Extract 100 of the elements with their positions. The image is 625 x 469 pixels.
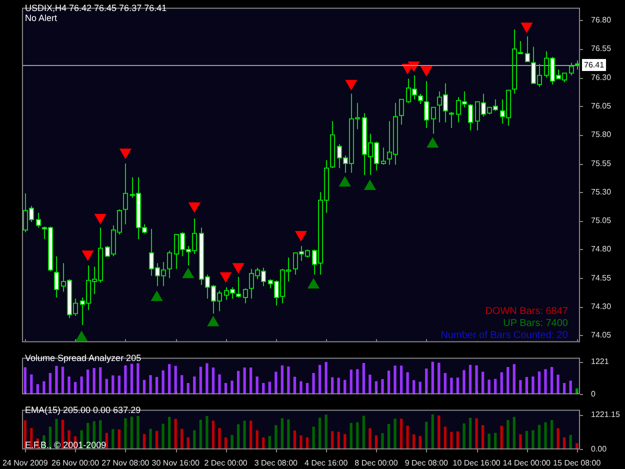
y-tick-label: 1221.15 bbox=[591, 410, 620, 419]
x-tick-label: 2 Dec 00:00 bbox=[204, 458, 248, 468]
bar bbox=[400, 366, 403, 394]
x-tick-label: 15 Dec 08:00 bbox=[553, 458, 602, 468]
x-tick-label: 14 Dec 00:00 bbox=[502, 458, 552, 468]
ref-line-label: 76.41 bbox=[584, 60, 605, 70]
bar bbox=[431, 414, 434, 450]
y-tick-label: 76.80 bbox=[591, 16, 612, 25]
y-tick-label: 74.30 bbox=[591, 302, 612, 311]
point bbox=[120, 148, 132, 159]
y-tick-label: 0 bbox=[591, 389, 596, 398]
bar bbox=[362, 416, 366, 450]
y-tick-label: 76.55 bbox=[591, 44, 612, 54]
bar bbox=[406, 372, 409, 394]
bar bbox=[350, 422, 352, 450]
bar bbox=[199, 420, 202, 450]
bar bbox=[544, 369, 547, 394]
bar bbox=[532, 430, 534, 450]
point bbox=[94, 214, 106, 224]
bar bbox=[318, 418, 322, 450]
candlestick bbox=[123, 163, 128, 225]
bar bbox=[274, 372, 278, 394]
bar bbox=[230, 434, 234, 450]
bar bbox=[475, 418, 478, 450]
bar bbox=[206, 416, 208, 450]
bar bbox=[86, 370, 90, 394]
bar bbox=[149, 428, 152, 450]
bar bbox=[312, 373, 315, 394]
bar bbox=[162, 370, 164, 394]
bar bbox=[287, 366, 290, 394]
bar bbox=[149, 375, 152, 394]
x-tick-label: 8 Dec 00:00 bbox=[354, 458, 398, 468]
bar bbox=[280, 365, 284, 394]
bar bbox=[556, 428, 560, 450]
bar bbox=[519, 434, 522, 450]
bar bbox=[318, 364, 322, 394]
bar bbox=[538, 424, 541, 450]
bar bbox=[243, 367, 246, 394]
candlestick bbox=[431, 106, 436, 134]
bar bbox=[324, 414, 328, 450]
bar bbox=[293, 430, 296, 450]
bar bbox=[212, 367, 215, 394]
x-tick-label: 4 Dec 16:00 bbox=[304, 458, 348, 468]
bar bbox=[438, 415, 440, 450]
point bbox=[521, 22, 532, 33]
bar bbox=[112, 429, 114, 450]
bar bbox=[462, 423, 466, 450]
bar bbox=[425, 422, 428, 450]
candlestick bbox=[167, 250, 172, 279]
chart-title: USDIX,H4 76.42 76.45 76.37 76.41 bbox=[25, 3, 167, 14]
bar bbox=[506, 366, 510, 394]
bar bbox=[350, 370, 352, 394]
bar bbox=[512, 364, 516, 394]
x-tick-label: 9 Dec 08:00 bbox=[404, 458, 449, 468]
bar bbox=[450, 432, 453, 450]
bar bbox=[512, 416, 516, 450]
bar bbox=[362, 363, 366, 394]
point bbox=[188, 202, 200, 212]
bar bbox=[462, 370, 466, 394]
bar bbox=[99, 367, 102, 394]
bar bbox=[431, 362, 434, 394]
bar bbox=[438, 362, 440, 394]
bar bbox=[130, 416, 134, 450]
x-tick-label: 30 Nov 16:00 bbox=[152, 458, 200, 468]
bar bbox=[387, 424, 390, 450]
x-tick-label: 26 Nov 00:00 bbox=[51, 458, 100, 468]
bar bbox=[368, 428, 372, 450]
y-tick-label: 75.30 bbox=[591, 187, 612, 196]
point bbox=[182, 268, 194, 278]
point bbox=[208, 316, 219, 326]
bar bbox=[218, 374, 221, 394]
bar bbox=[444, 426, 447, 450]
bar bbox=[174, 418, 177, 450]
bar bbox=[218, 428, 221, 450]
bar bbox=[500, 426, 503, 450]
x-tick-label: 27 Nov 08:00 bbox=[102, 458, 150, 468]
bar bbox=[519, 380, 522, 394]
annotation: UP Bars: 7400 bbox=[503, 318, 568, 329]
point bbox=[76, 331, 88, 342]
y-tick-label: 74.05 bbox=[591, 330, 612, 340]
y-tick-label: 76.30 bbox=[591, 72, 612, 82]
x-tick-label: 24 Nov 2009 bbox=[2, 458, 48, 468]
bar bbox=[481, 372, 484, 394]
bar bbox=[300, 381, 302, 394]
bar bbox=[324, 362, 328, 394]
bar bbox=[394, 418, 396, 450]
bar bbox=[280, 418, 284, 450]
annotation: DOWN Bars: 6847 bbox=[485, 306, 568, 317]
chart-title: Volume Spread Analyzer 205 bbox=[25, 353, 142, 364]
y-tick-label: 76.05 bbox=[591, 101, 612, 110]
bar bbox=[337, 432, 340, 450]
candlestick bbox=[330, 120, 335, 169]
y-tick-label: 75.80 bbox=[591, 130, 612, 140]
y-tick-label: 74.55 bbox=[591, 273, 612, 282]
bar bbox=[68, 376, 70, 394]
bar bbox=[488, 434, 490, 450]
point bbox=[308, 278, 320, 288]
bar bbox=[80, 376, 83, 394]
bar bbox=[124, 365, 127, 394]
text: No Alert bbox=[25, 13, 58, 24]
